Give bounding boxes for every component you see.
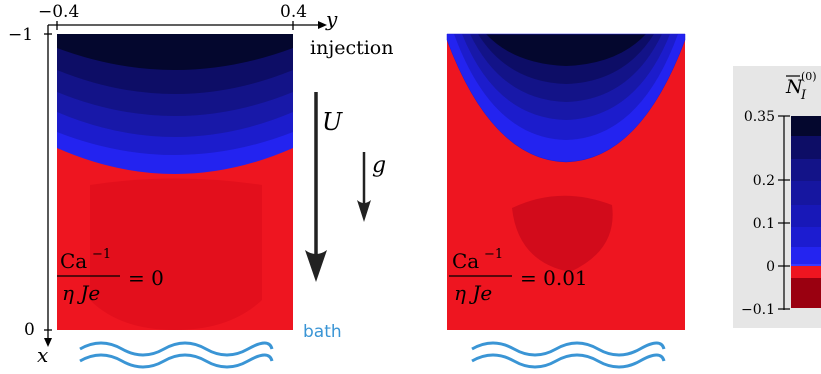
left-param-numerator: Ca <box>60 249 87 273</box>
right-param-value: = 0.01 <box>520 266 588 290</box>
right-param-numerator: Ca <box>452 249 479 273</box>
left-wave-1 <box>79 341 274 357</box>
velocity-arrowhead <box>305 250 327 282</box>
colorbar-segment-3 <box>791 159 821 181</box>
right-wave-2 <box>471 353 666 369</box>
left-bath-waves <box>79 341 274 369</box>
colorbar-segment-8 <box>791 266 821 278</box>
x-axis-arrowhead <box>44 338 52 347</box>
colorbar: N I (0) 0.35 0.2 0.1 0 −0.1 <box>733 66 821 328</box>
left-wave-2 <box>79 353 274 369</box>
x-tick-top-label: −1 <box>8 25 33 45</box>
y-axis-arrowhead <box>318 21 327 29</box>
right-param-denominator: η Je <box>454 281 492 305</box>
right-panel: Ca −1 η Je = 0.01 <box>446 33 686 330</box>
right-shaded-blob <box>512 195 613 272</box>
left-panel: Ca −1 η Je = 0 <box>57 34 293 330</box>
colorbar-segment-5 <box>791 205 821 227</box>
colorbar-tick-label-0.2: 0.2 <box>753 173 775 189</box>
colorbar-title-sup: (0) <box>801 70 817 83</box>
x-axis-label: x <box>37 343 48 367</box>
right-blue-outline <box>446 33 686 163</box>
y-tick-left-label: −0.4 <box>38 2 79 22</box>
left-blue-band-6 <box>57 34 293 70</box>
velocity-label: U <box>322 108 343 136</box>
x-tick-bottom-label: 0 <box>24 320 35 340</box>
gravity-arrow: g <box>357 152 386 222</box>
right-wave-1 <box>471 341 666 357</box>
left-axes: y −0.4 0.4 x −1 0 <box>8 2 338 367</box>
right-param-exponent: −1 <box>484 247 503 262</box>
colorbar-tick-label-minus-0.1: −0.1 <box>741 302 775 318</box>
right-blue-band-6 <box>486 34 646 66</box>
left-param-value: = 0 <box>128 266 164 290</box>
colorbar-title-main: N <box>785 76 804 98</box>
y-tick-right-label: 0.4 <box>280 2 307 22</box>
colorbar-segment-1 <box>791 116 821 136</box>
colorbar-segment-7 <box>791 247 821 264</box>
left-shaded-blob <box>90 178 262 330</box>
colorbar-tick-label-0.1: 0.1 <box>753 216 775 232</box>
injection-label: injection <box>310 37 393 59</box>
colorbar-tick-label-0.35: 0.35 <box>744 109 775 125</box>
y-axis-label: y <box>325 7 338 31</box>
colorbar-segment-zero <box>791 264 821 266</box>
colorbar-segment-4 <box>791 181 821 205</box>
colorbar-title-sub: I <box>800 88 807 103</box>
colorbar-segment-9 <box>791 278 821 308</box>
gravity-arrowhead <box>357 200 371 222</box>
left-param-exponent: −1 <box>92 247 111 262</box>
colorbar-tick-label-0: 0 <box>766 259 775 275</box>
colorbar-segment-6 <box>791 227 821 247</box>
colorbar-segment-2 <box>791 136 821 159</box>
bath-label: bath <box>303 322 342 342</box>
velocity-arrow: U <box>305 92 343 282</box>
left-param-denominator: η Je <box>62 281 100 305</box>
right-bath-waves <box>471 341 666 369</box>
gravity-label: g <box>372 153 386 178</box>
